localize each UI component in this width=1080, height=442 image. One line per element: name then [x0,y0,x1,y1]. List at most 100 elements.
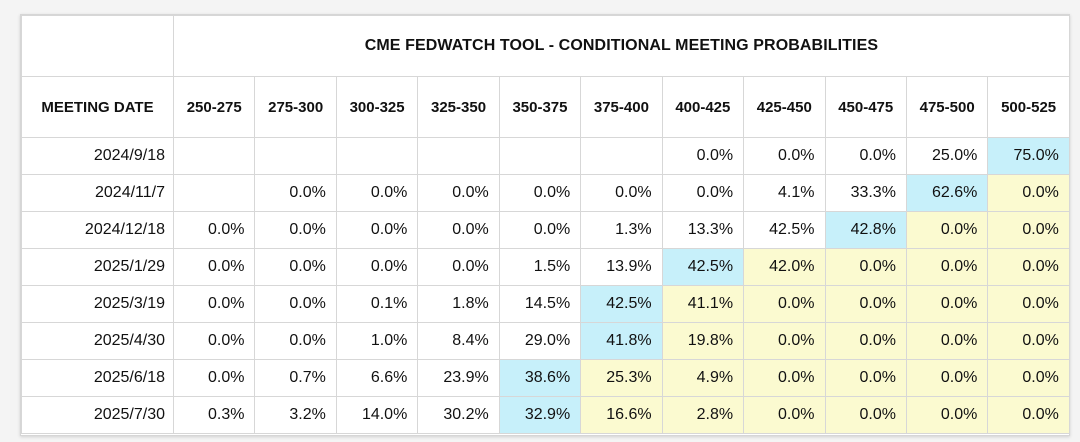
probability-cell: 0.0% [254,174,337,212]
probability-cell: 42.5% [743,211,826,249]
probability-cell: 0.0% [905,396,989,434]
probability-cell: 0.0% [743,359,826,397]
probability-cell: 0.0% [824,322,907,360]
table-row: 2025/1/29 0.0% 0.0% 0.0% 0.0% 1.5% 13.9% 42.5% 4… [21,248,1070,286]
probability-cell: 0.0% [172,322,256,360]
probability-cell: 75.0% [987,137,1070,175]
table-row: 2025/7/30 0.3% 3.2% 14.0% 30.2% 32.9% 16.6% 2.8… [21,396,1070,434]
rate-bin-header: 450-475 [824,76,907,138]
probability-cell: 0.0% [335,211,419,249]
probability-cell [417,137,500,175]
probability-cell: 0.0% [905,322,989,360]
probability-cell: 4.9% [661,359,745,397]
probability-cell: 1.5% [498,248,582,286]
probability-cell: 16.6% [580,396,663,434]
probability-cell: 0.0% [417,248,500,286]
rate-bin-header: 425-450 [743,76,826,138]
probability-cell: 25.0% [905,137,989,175]
probability-cell: 0.0% [417,211,500,249]
probability-cell: 42.0% [743,248,826,286]
probability-cell: 0.0% [987,174,1070,212]
meeting-date-cell: 2024/11/7 [21,174,174,212]
probability-cell: 0.7% [254,359,337,397]
probability-cell: 42.8% [824,211,907,249]
probability-cell: 0.3% [172,396,256,434]
probability-cell: 0.0% [172,285,256,323]
probability-cell: 0.0% [254,322,337,360]
probability-cell: 30.2% [417,396,500,434]
table-row: 2025/6/18 0.0% 0.7% 6.6% 23.9% 38.6% 25.3% 4.9%… [21,359,1070,397]
probability-cell [172,174,256,212]
probability-cell: 0.0% [905,359,989,397]
probability-cell: 1.8% [417,285,500,323]
rate-bin-header: 475-500 [905,76,989,138]
probability-cell [580,137,663,175]
meeting-date-cell: 2025/6/18 [21,359,174,397]
meeting-date-cell: 2025/1/29 [21,248,174,286]
probability-cell: 0.0% [905,248,989,286]
table-row: 2025/3/19 0.0% 0.0% 0.1% 1.8% 14.5% 42.5% 41.1%… [21,285,1070,323]
probability-cell: 0.0% [987,322,1070,360]
probability-cell: 0.0% [254,211,337,249]
rate-bin-header: 325-350 [417,76,500,138]
probability-cell: 0.0% [743,285,826,323]
probability-cell: 0.0% [743,137,826,175]
probability-cell: 23.9% [417,359,500,397]
probability-cell: 0.0% [824,248,907,286]
probability-cell: 1.0% [335,322,419,360]
meeting-date-header: MEETING DATE [21,76,174,138]
probability-cell: 0.0% [743,396,826,434]
table-row: 2025/4/30 0.0% 0.0% 1.0% 8.4% 29.0% 41.8% 19.8%… [21,322,1070,360]
probability-cell: 1.3% [580,211,663,249]
probability-cell: 0.0% [417,174,500,212]
probability-cell: 0.0% [987,211,1070,249]
probability-table-panel: CME FEDWATCH TOOL - CONDITIONAL MEETING … [20,14,1070,436]
probability-cell: 3.2% [254,396,337,434]
probability-cell: 0.0% [254,248,337,286]
probability-cell [254,137,337,175]
probability-cell: 13.3% [661,211,745,249]
probability-cell: 0.0% [824,285,907,323]
title-row: CME FEDWATCH TOOL - CONDITIONAL MEETING … [21,15,1070,77]
probability-cell: 0.0% [172,359,256,397]
table-row: 2024/9/18 0.0% 0.0% 0.0% 25.0% 75.0% [21,137,1070,175]
probability-cell: 8.4% [417,322,500,360]
probability-cell: 0.0% [824,359,907,397]
probability-cell: 0.0% [824,396,907,434]
meeting-date-cell: 2025/3/19 [21,285,174,323]
probability-cell: 0.0% [661,174,745,212]
probability-cell: 0.0% [498,174,582,212]
meeting-date-cell: 2025/4/30 [21,322,174,360]
probability-cell [335,137,419,175]
probability-cell: 0.0% [172,248,256,286]
probability-cell: 0.0% [987,248,1070,286]
probability-cell: 0.0% [905,211,989,249]
probability-cell: 29.0% [498,322,582,360]
probability-cell: 19.8% [661,322,745,360]
probability-cell: 25.3% [580,359,663,397]
probability-cell: 0.0% [580,174,663,212]
probability-cell: 4.1% [743,174,826,212]
probability-cell: 14.5% [498,285,582,323]
header-row: MEETING DATE 250-275 275-300 300-325 325-35… [21,76,1070,138]
table-title: CME FEDWATCH TOOL - CONDITIONAL MEETING … [173,15,1070,77]
meeting-date-cell: 2024/12/18 [21,211,174,249]
probability-cell: 38.6% [498,359,582,397]
probability-cell: 0.1% [335,285,419,323]
probability-cell: 62.6% [905,174,989,212]
rate-bin-header: 375-400 [580,76,663,138]
table-row: 2024/12/18 0.0% 0.0% 0.0% 0.0% 0.0% 1.3% 13.3% 4… [21,211,1070,249]
probability-cell: 13.9% [580,248,663,286]
rate-bin-header: 250-275 [172,76,256,138]
rate-bin-header: 400-425 [661,76,745,138]
corner-cell [21,15,174,77]
probability-cell: 42.5% [661,248,745,286]
probability-cell: 0.0% [824,137,907,175]
probability-cell: 0.0% [987,396,1070,434]
probability-cell: 41.1% [661,285,745,323]
probability-cell: 0.0% [987,359,1070,397]
rate-bin-header: 350-375 [498,76,582,138]
probability-cell: 0.0% [987,285,1070,323]
probability-cell: 0.0% [905,285,989,323]
table-row: 2024/11/7 0.0% 0.0% 0.0% 0.0% 0.0% 0.0% 4.1% 33.… [21,174,1070,212]
